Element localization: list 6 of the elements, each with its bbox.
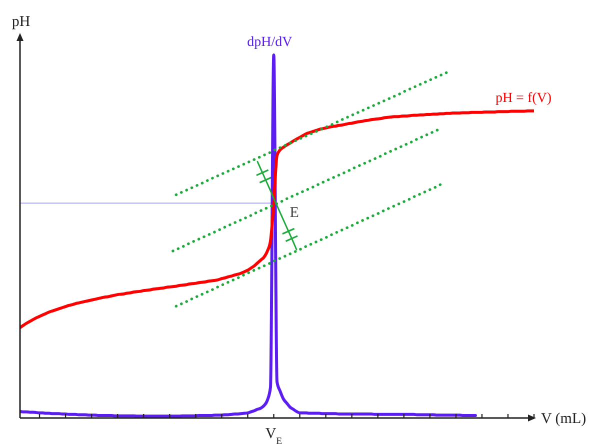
series-label: pH = f(V) <box>495 90 552 106</box>
x-axis-title: V (mL) <box>541 411 586 427</box>
y-axis-title: pH <box>12 14 30 30</box>
annotation: E <box>290 205 299 222</box>
series-label: dpH/dV <box>247 34 292 50</box>
text: V$_{E}$ <box>265 426 282 444</box>
